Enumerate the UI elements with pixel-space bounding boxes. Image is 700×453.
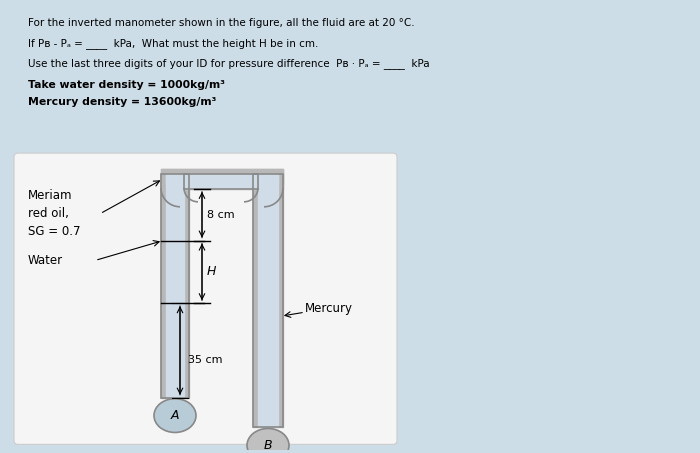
Ellipse shape — [247, 429, 289, 453]
Bar — [161, 174, 189, 398]
Text: Meriam
red oil,
SG = 0.7: Meriam red oil, SG = 0.7 — [28, 189, 80, 238]
Text: B: B — [264, 439, 272, 452]
Bar — [253, 174, 283, 428]
Text: Mercury density = 13600kg/m³: Mercury density = 13600kg/m³ — [28, 97, 216, 107]
Text: A: A — [171, 409, 179, 422]
Text: Mercury: Mercury — [305, 302, 353, 315]
Bar — [184, 174, 258, 189]
Text: Water: Water — [28, 254, 63, 266]
Text: 35 cm: 35 cm — [188, 356, 223, 366]
Ellipse shape — [154, 399, 196, 433]
Text: If Pʙ - Pₐ = ____  kPa,  What must the height H be in cm.: If Pʙ - Pₐ = ____ kPa, What must the hei… — [28, 38, 318, 48]
FancyBboxPatch shape — [14, 153, 397, 444]
Text: Take water density = 1000kg/m³: Take water density = 1000kg/m³ — [28, 80, 225, 90]
Text: For the inverted manometer shown in the figure, all the fluid are at 20 °C.: For the inverted manometer shown in the … — [28, 18, 414, 28]
Text: Use the last three digits of your ID for pressure difference  Pʙ · Pₐ = ____  kP: Use the last three digits of your ID for… — [28, 58, 430, 68]
Text: 8 cm: 8 cm — [207, 210, 234, 220]
Text: H: H — [207, 265, 216, 279]
